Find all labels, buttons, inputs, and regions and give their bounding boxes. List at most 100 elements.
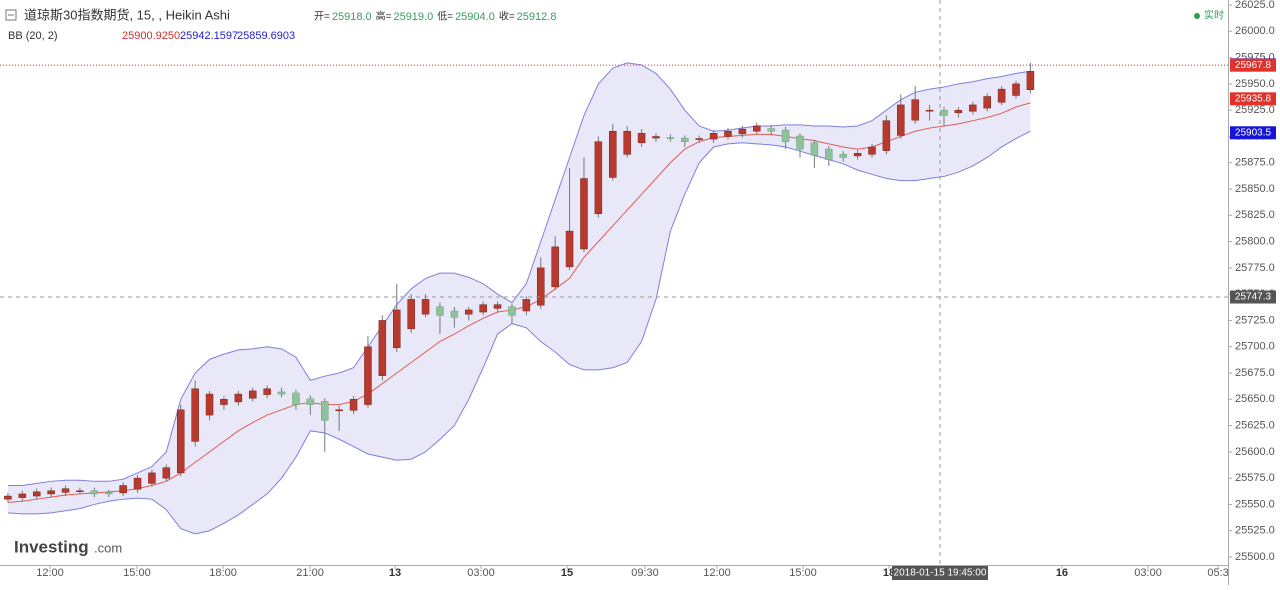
candle-body — [162, 467, 171, 479]
candle-body — [4, 495, 12, 500]
candle-body — [450, 310, 459, 318]
y-tick-label: 25875.0 — [1235, 157, 1275, 169]
candle-body — [925, 109, 934, 112]
candle-body — [781, 129, 790, 142]
y-tick-label: 25500.0 — [1235, 551, 1275, 563]
candle-body — [364, 346, 372, 405]
indicator-name: BB (20, 2) — [8, 30, 58, 42]
candle-body — [623, 130, 631, 155]
y-tick-label: 25525.0 — [1235, 525, 1275, 537]
y-tick-label: 25700.0 — [1235, 341, 1275, 353]
candle-body — [522, 299, 531, 312]
price-marker: 25967.8 — [1235, 60, 1272, 71]
logo-brand: Investing — [14, 537, 89, 556]
candle-body — [565, 230, 574, 268]
band-middle — [7, 102, 1031, 503]
ohlc-value: 25912.8 — [517, 11, 557, 23]
candle-body — [407, 299, 415, 330]
candle-body — [954, 109, 963, 114]
y-tick-label: 25800.0 — [1235, 236, 1275, 248]
candle-body — [479, 304, 487, 313]
y-tick-label: 25950.0 — [1235, 78, 1275, 90]
candle-body — [18, 493, 27, 498]
candle-body — [465, 309, 473, 315]
candle-body — [911, 99, 919, 121]
candle-body — [393, 309, 401, 349]
band-area — [7, 62, 1031, 534]
x-tick-label: 21:00 — [296, 567, 324, 579]
x-tick-label: 12:00 — [703, 567, 731, 579]
candle-body — [133, 477, 142, 490]
y-tick-label: 25675.0 — [1235, 367, 1275, 379]
y-tick-label: 25625.0 — [1235, 419, 1275, 431]
crosshair-x-label: 2018-01-15 19:45:00 — [894, 568, 987, 579]
candle-body — [882, 120, 891, 151]
bb-middle: 25900.9250 — [122, 30, 180, 42]
crosshair-y-label-box — [1230, 290, 1276, 304]
candle-body — [335, 409, 343, 412]
candle-body — [61, 488, 70, 493]
x-tick-label: 15 — [561, 567, 573, 579]
y-tick-label: 25550.0 — [1235, 498, 1275, 510]
candle-body — [205, 393, 214, 416]
candle-body — [868, 146, 876, 155]
ohlc-label: 高= — [376, 10, 392, 23]
candle-body — [436, 306, 444, 316]
candle-body — [738, 128, 747, 135]
x-tick-label: 05:3 — [1207, 567, 1228, 579]
candle-body — [753, 125, 761, 132]
candle-body — [551, 246, 559, 288]
candle-body — [90, 490, 99, 495]
candle-body — [637, 133, 646, 144]
candle-body — [292, 392, 300, 405]
candle-body — [378, 320, 387, 376]
x-tick-label: 15:00 — [789, 567, 817, 579]
candle-body — [666, 137, 675, 139]
candle-body — [234, 393, 243, 403]
live-status[interactable]: 实时 — [1204, 9, 1224, 22]
x-tick-label: 15:00 — [123, 567, 151, 579]
price-marker-box — [1230, 126, 1276, 140]
candle-body — [1026, 71, 1035, 90]
candle-body — [508, 306, 516, 316]
y-tick-label: 25850.0 — [1235, 183, 1275, 195]
candle-body — [940, 109, 948, 116]
band-lower — [7, 130, 1031, 535]
bb-upper: 25942.1597 — [180, 30, 238, 42]
candle-body — [277, 391, 286, 395]
candle-body — [248, 390, 257, 399]
ohlc-value: 25919.0 — [393, 11, 433, 23]
candle-body — [76, 490, 84, 493]
collapse-icon[interactable] — [5, 9, 17, 21]
y-tick-label: 25825.0 — [1235, 209, 1275, 221]
candle-body — [796, 135, 804, 150]
price-marker: 25903.5 — [1235, 127, 1272, 138]
y-tick-label: 25775.0 — [1235, 262, 1275, 274]
candle-body — [320, 401, 329, 421]
candle-body — [306, 398, 315, 405]
candle-body — [897, 104, 905, 136]
candle-body — [191, 388, 199, 442]
candle-body — [969, 104, 977, 112]
candle-body — [580, 178, 588, 250]
candle-body — [810, 142, 819, 156]
candle-body — [681, 137, 689, 142]
candle-body — [47, 490, 55, 495]
candle-body — [983, 96, 991, 109]
band-upper — [7, 62, 1031, 487]
candle-body — [724, 130, 732, 137]
price-marker: 25935.8 — [1235, 93, 1272, 104]
candle-body — [997, 88, 1006, 103]
y-tick-label: 25650.0 — [1235, 393, 1275, 405]
candle-body — [853, 153, 862, 157]
candle-body — [349, 399, 358, 411]
live-dot — [1194, 13, 1200, 19]
candle-body — [32, 491, 41, 497]
plot — [4, 62, 1035, 535]
y-tick-label: 26025.0 — [1235, 0, 1275, 11]
price-marker-box — [1230, 92, 1276, 106]
candle-body — [220, 399, 228, 405]
ohlc-label: 收= — [499, 10, 515, 23]
